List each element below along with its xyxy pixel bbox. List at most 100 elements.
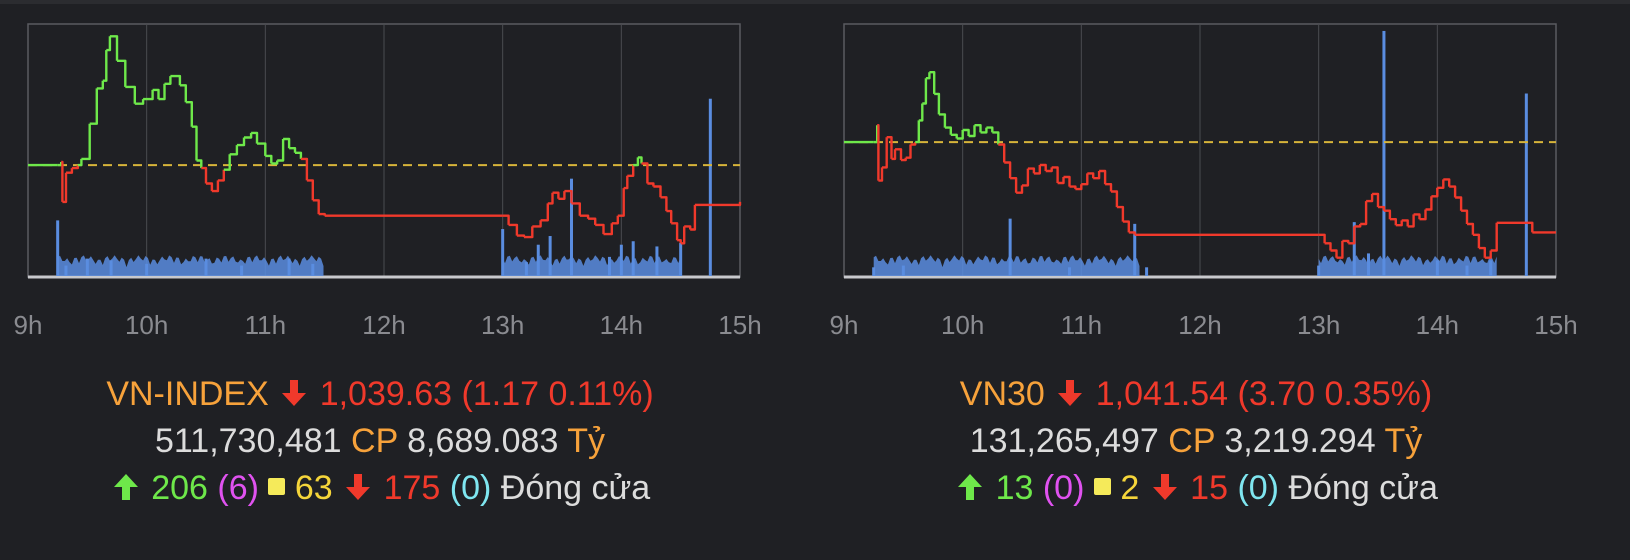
price-segment <box>1336 240 1344 259</box>
vn30-chart: 9h 10h 11h 12h 13h 14h 15h <box>830 23 1578 340</box>
price-segment <box>595 223 605 235</box>
price-segment <box>158 83 166 101</box>
price-segment <box>66 168 74 174</box>
price-segment <box>125 85 136 104</box>
price-segment <box>1467 222 1475 235</box>
price-segment <box>1022 168 1030 187</box>
price-segment <box>1033 165 1041 175</box>
price-segment <box>196 159 203 169</box>
volume-band <box>1318 255 1497 276</box>
price-segment <box>571 202 581 216</box>
price-segment <box>1004 161 1012 179</box>
index-value: 1,039.63 <box>319 375 453 413</box>
price-segment <box>300 157 309 181</box>
price-segment <box>1401 219 1409 227</box>
price-segment <box>1010 177 1018 193</box>
volume-bar <box>501 229 505 276</box>
price-segment <box>1383 209 1392 220</box>
volume-bar <box>287 258 291 276</box>
x-tick-label: 13h <box>1297 310 1340 340</box>
price-segment <box>1111 190 1119 208</box>
price-segment <box>895 148 903 161</box>
index-quote-line: VN30 1,041.54 (3.70 0.35%) <box>816 375 1576 414</box>
price-segment <box>1407 214 1415 228</box>
price-segment <box>170 74 182 86</box>
price-segment <box>1318 233 1326 244</box>
price-segment <box>1443 178 1451 187</box>
price-segment <box>229 145 239 156</box>
price-segment <box>102 50 108 82</box>
price-segment <box>1016 185 1024 194</box>
arrow-down-icon <box>282 380 307 406</box>
unchanged-count: 2 <box>1120 469 1140 507</box>
total-turnover: 3,219.294 <box>1224 422 1376 460</box>
volume-bar <box>872 267 876 276</box>
price-segment <box>915 120 920 144</box>
x-tick-label: 15h <box>718 310 761 340</box>
price-segment <box>1075 184 1083 191</box>
volume-bar <box>524 262 528 276</box>
volume-unit: CP <box>351 422 398 460</box>
price-segment <box>62 172 68 204</box>
price-segment <box>502 214 510 225</box>
index-change: (3.70 0.35%) <box>1237 375 1433 413</box>
price-segment <box>934 92 941 115</box>
volume-bar <box>1067 267 1071 276</box>
volume-bar <box>1524 93 1528 276</box>
price-segment <box>1330 249 1338 258</box>
price-segment <box>980 127 988 134</box>
index-name: VN30 <box>959 375 1045 413</box>
price-segment <box>143 89 154 101</box>
index-change: (1.17 0.11%) <box>461 375 654 413</box>
vn-index-chart: 9h 10h 11h 12h 13h 14h 15h <box>14 23 762 340</box>
price-segment <box>1045 167 1053 173</box>
price-segment <box>1116 205 1125 222</box>
volume-bar <box>679 242 683 276</box>
price-segment <box>666 209 673 224</box>
price-segment <box>633 157 640 167</box>
volume-bar <box>569 178 573 276</box>
price-segment <box>617 188 625 217</box>
price-segment <box>653 185 662 198</box>
price-segment <box>918 103 924 122</box>
price-segment <box>61 160 64 202</box>
price-segment <box>882 137 888 169</box>
volume-bar <box>109 260 113 276</box>
price-segment <box>1490 222 1498 252</box>
price-segment <box>956 130 964 140</box>
volume-bar <box>1367 253 1371 276</box>
price-segment <box>1372 192 1380 208</box>
volume-bar <box>655 246 659 276</box>
price-segment <box>944 126 952 135</box>
price-segment <box>877 124 880 181</box>
price-segment <box>1478 246 1486 258</box>
price-segment <box>1093 171 1101 180</box>
price-segment <box>206 182 214 192</box>
price-segment <box>925 72 931 80</box>
price-segment <box>905 144 912 159</box>
price-segment <box>1027 167 1036 174</box>
price-segment <box>257 142 267 156</box>
price-segment <box>611 215 619 225</box>
price-segment <box>974 124 982 133</box>
x-tick-label: 10h <box>941 310 984 340</box>
price-segment <box>164 76 172 85</box>
breadth-line: 13 (0) 2 15 (0) Đóng cửa <box>816 469 1576 508</box>
price-segment <box>1087 172 1095 179</box>
price-segment <box>134 99 145 105</box>
volume-bar <box>85 258 89 276</box>
price-segment <box>1348 226 1356 245</box>
price-segment <box>106 36 112 52</box>
price-segment <box>295 151 303 159</box>
total-turnover: 8,689.083 <box>407 422 559 460</box>
price-segment <box>289 147 297 153</box>
price-segment <box>998 143 1006 163</box>
price-segment <box>223 154 231 171</box>
volume-bar <box>607 256 611 276</box>
price-segment <box>1437 179 1445 189</box>
price-segment <box>1099 169 1107 185</box>
price-segment <box>922 78 928 105</box>
turnover-unit: Tỷ <box>1384 422 1423 460</box>
vn-index-panel: 9h 10h 11h 12h 13h 14h 15h VN-INDEX 1,039.63 (… <box>0 0 790 560</box>
arrow-up-icon <box>958 474 983 500</box>
